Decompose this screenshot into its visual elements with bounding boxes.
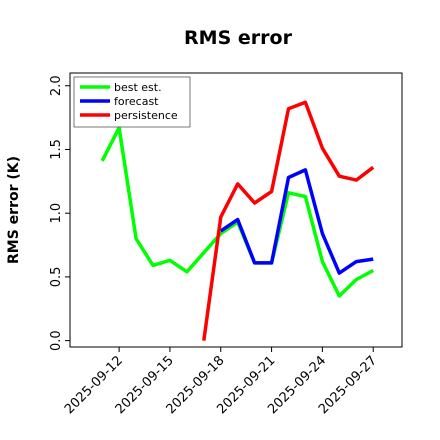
series-layer [100,100,375,341]
y-axis-label: RMS error (K) [6,156,22,264]
legend-label-0: best est. [114,81,162,94]
legend-label-2: persistence [114,109,178,122]
y-tick-label: 1.5 [49,139,64,160]
y-tick-label: 2.0 [49,75,64,96]
legend-label-1: forecast [114,95,159,108]
series-line-1 [219,168,374,275]
series-line-0 [100,126,375,298]
series-line-2 [202,100,375,341]
chart-title: RMS error [184,27,293,49]
plot-frame [69,72,403,348]
y-tick-label: 0.0 [49,330,64,351]
y-tick-label: 0.5 [49,267,64,288]
y-tick-label: 1.0 [49,203,64,224]
